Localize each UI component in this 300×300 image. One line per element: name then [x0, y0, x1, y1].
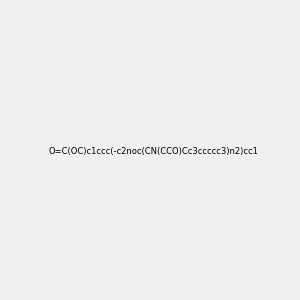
Text: O=C(OC)c1ccc(-c2noc(CN(CCO)Cc3ccccc3)n2)cc1: O=C(OC)c1ccc(-c2noc(CN(CCO)Cc3ccccc3)n2)…	[49, 147, 259, 156]
